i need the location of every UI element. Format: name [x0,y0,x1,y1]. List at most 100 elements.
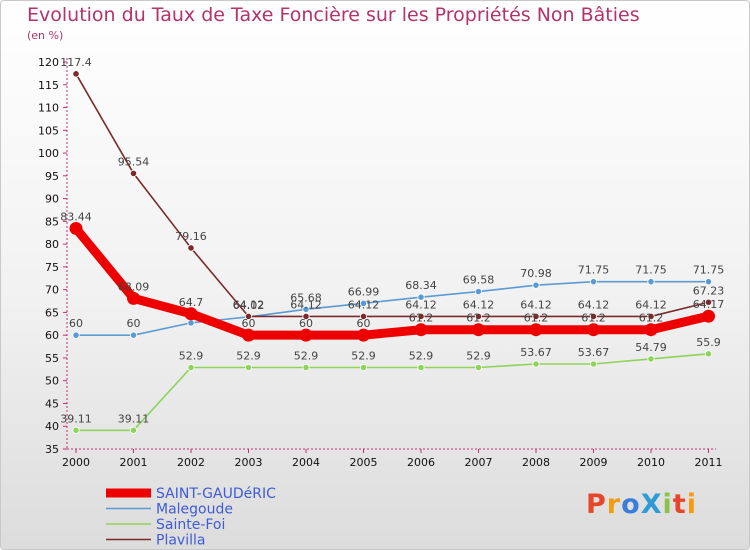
data-point [244,363,253,372]
data-label: 64.12 [463,298,495,311]
logo-letter: i [662,489,673,520]
data-label: 64.02 [233,299,265,312]
data-point [647,278,655,286]
y-tick-label: 45 [45,397,59,410]
x-tick-label: 2008 [522,456,550,469]
proxiti-logo: ProXiti [586,489,697,520]
data-point [129,169,138,177]
y-tick-label: 100 [38,147,59,160]
data-label: 60 [357,317,371,330]
data-point [357,328,370,342]
data-point [472,323,485,337]
legend-label: Sainte-Foi [156,517,225,533]
data-label: 39.11 [118,412,150,425]
data-point [647,312,655,321]
x-tick-label: 2001 [120,456,148,469]
logo-letter: P [586,489,607,520]
data-label: 60 [127,317,141,330]
data-label: 70.98 [520,267,552,280]
data-label: 60 [299,317,313,330]
data-point [532,360,540,368]
x-tick-label: 2007 [465,456,493,469]
legend-label: Malegoude [156,502,233,518]
data-label: 52.9 [351,350,376,363]
data-point [414,323,428,337]
data-point [532,281,540,289]
data-label: 69.58 [463,274,495,287]
logo-letter: o [621,489,641,520]
data-point [474,287,483,296]
data-label: 52.9 [294,350,319,363]
y-tick-label: 95 [45,170,59,183]
y-tick-label: 85 [45,215,59,228]
data-label: 61.2 [524,312,549,325]
data-point [417,363,425,372]
x-tick-label: 2003 [235,456,263,469]
y-tick-label: 80 [45,238,59,251]
data-point [72,331,80,339]
x-tick-label: 2000 [62,456,90,469]
data-point [187,363,195,372]
x-tick-label: 2006 [407,456,435,469]
data-label: 53.67 [520,346,552,359]
data-label: 61.2 [466,312,491,325]
data-label: 64.12 [348,298,380,311]
data-point [704,298,713,306]
data-label: 117.4 [60,56,92,69]
data-label: 67.23 [693,284,725,297]
chart-title: Evolution du Taux de Taxe Foncière sur l… [27,4,640,26]
y-tick-label: 65 [45,306,59,319]
data-point [129,426,138,434]
logo-letter: X [640,489,663,520]
data-point [127,291,140,305]
data-label: 54.79 [635,341,667,354]
data-label: 55.9 [696,336,721,349]
data-point [69,221,83,235]
data-point [72,70,80,78]
data-point [702,309,715,323]
data-label: 71.75 [635,264,667,277]
data-point [302,305,310,313]
data-label: 64.12 [520,298,552,311]
data-point [302,363,310,372]
data-label: 64.7 [179,296,204,309]
data-label: 61.2 [581,312,606,325]
data-label: 83.44 [60,210,92,223]
legend-label: Plavilla [156,533,205,549]
y-tick-label: 60 [45,329,59,342]
data-point [359,363,368,372]
data-point [129,331,138,339]
data-label: 66.99 [348,285,380,298]
data-point [72,426,80,434]
data-label: 65.68 [290,291,322,304]
x-tick-label: 2011 [695,456,723,469]
data-label: 64.12 [578,298,610,311]
y-tick-label: 50 [45,375,59,388]
data-point [417,293,425,301]
data-label: 64.12 [405,298,437,311]
data-point [704,350,713,358]
data-label: 64.12 [635,298,667,311]
y-tick-label: 55 [45,352,59,365]
y-tick-label: 70 [45,284,59,297]
x-tick-label: 2005 [350,456,378,469]
logo-letter: t [672,489,687,520]
data-point [474,363,483,372]
series-line-3 [75,73,710,318]
y-tick-label: 115 [38,79,59,92]
data-label: 52.9 [466,350,491,363]
logo-letter: i [686,489,697,520]
y-tick-label: 110 [38,102,59,115]
data-point [302,312,310,321]
data-label: 79.16 [175,230,207,243]
data-point [359,299,368,307]
data-point [532,312,540,321]
data-label: 71.75 [693,264,725,277]
data-point [299,328,313,342]
data-label: 60 [242,317,256,330]
legend-label: SAINT-GAUDéRIC [156,486,276,502]
x-tick-label: 2004 [292,456,320,469]
series-line-0 [71,223,713,340]
data-label: 52.9 [179,350,204,363]
